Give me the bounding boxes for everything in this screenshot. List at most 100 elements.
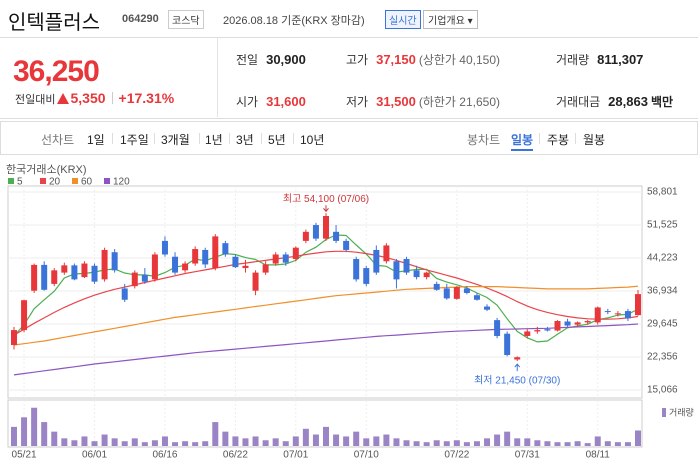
candle-body bbox=[41, 264, 48, 290]
realtime-badge[interactable]: 실시간 bbox=[385, 10, 421, 29]
volume-bar bbox=[323, 426, 329, 446]
volume-bar bbox=[494, 434, 501, 446]
candle-body bbox=[161, 240, 168, 255]
candle-body bbox=[484, 306, 491, 310]
x-tick-label: 06/16 bbox=[152, 450, 177, 461]
y-tick-label: 15,066 bbox=[647, 385, 678, 396]
volume-bar bbox=[554, 442, 561, 446]
volume-bar bbox=[363, 438, 370, 446]
candle-body bbox=[594, 307, 601, 323]
candle-body bbox=[272, 254, 279, 264]
candle-body bbox=[514, 357, 521, 360]
candle-body bbox=[635, 294, 641, 316]
stat: 저가 31,500 (하한가 21,650) bbox=[346, 93, 500, 110]
candle-body bbox=[131, 272, 138, 287]
candle-body bbox=[564, 321, 571, 326]
stat-label: 전일 bbox=[236, 53, 259, 67]
volume-bar bbox=[161, 436, 168, 446]
volume-bar bbox=[484, 438, 491, 446]
candle-body bbox=[182, 263, 189, 271]
candle-body bbox=[373, 249, 380, 273]
candle-body bbox=[383, 245, 390, 262]
divider bbox=[217, 38, 218, 117]
tab[interactable]: 월봉 bbox=[583, 133, 606, 147]
stat-value: 31,500 bbox=[376, 94, 416, 109]
candle-body bbox=[423, 272, 430, 278]
candle-body bbox=[101, 249, 108, 280]
y-tick-label: 51,525 bbox=[647, 220, 678, 231]
tab[interactable]: 1일 bbox=[87, 133, 105, 147]
stat: 고가 37,150 (상한가 40,150) bbox=[346, 51, 500, 68]
volume-bar bbox=[202, 441, 209, 446]
volume-bar bbox=[383, 434, 390, 446]
tab[interactable]: 10년 bbox=[300, 133, 325, 147]
high-arrow bbox=[323, 205, 329, 213]
company-info-button[interactable]: 기업개요 ▾ bbox=[423, 10, 478, 29]
moving-average-line bbox=[13, 250, 639, 336]
candle-body bbox=[81, 263, 88, 278]
stat: 거래대금 28,863 백만 bbox=[556, 93, 673, 110]
volume-bar bbox=[192, 442, 199, 446]
candle-body bbox=[222, 243, 229, 255]
price-box bbox=[0, 37, 698, 119]
tab[interactable]: 3년 bbox=[236, 133, 254, 147]
candle-body bbox=[393, 261, 400, 280]
volume-bar bbox=[333, 434, 340, 446]
stat-value: 28,863 bbox=[608, 94, 648, 109]
tab-group-label[interactable]: 선차트 bbox=[41, 133, 75, 147]
candle-body bbox=[614, 313, 621, 315]
stat-value: 811,307 bbox=[597, 52, 644, 67]
candle-body bbox=[151, 254, 158, 280]
change-amount: 5,350 bbox=[70, 90, 106, 106]
volume-bar bbox=[302, 428, 309, 446]
up-arrow bbox=[57, 93, 70, 104]
candle-body bbox=[333, 231, 340, 241]
candle-body bbox=[574, 322, 581, 325]
stat-value: 30,900 bbox=[266, 52, 306, 67]
tab[interactable]: 3개월 bbox=[161, 133, 190, 147]
candle-body bbox=[504, 333, 511, 355]
volume-bar bbox=[564, 442, 571, 446]
volume-bar bbox=[182, 441, 189, 446]
candle-body bbox=[584, 321, 591, 323]
candle-body bbox=[473, 295, 480, 300]
stat-value: 37,150 bbox=[376, 52, 416, 67]
volume-bar bbox=[272, 438, 279, 446]
tab[interactable]: 5년 bbox=[268, 133, 286, 147]
volume-bar bbox=[282, 441, 289, 446]
tab[interactable]: 주봉 bbox=[547, 133, 570, 147]
volume-bar bbox=[433, 440, 440, 446]
x-tick-label: 07/22 bbox=[444, 450, 469, 461]
tab[interactable]: 1년 bbox=[205, 133, 223, 147]
y-tick-label: 58,801 bbox=[647, 187, 678, 198]
volume-bar bbox=[232, 436, 239, 446]
volume-bar bbox=[151, 440, 158, 446]
candle-body bbox=[21, 300, 28, 331]
candle-body bbox=[172, 256, 179, 273]
change-label: 전일대비 bbox=[15, 94, 56, 106]
tab-group-label[interactable]: 봉차트 bbox=[467, 133, 501, 147]
price-change: 전일대비 5,350 +17.31% bbox=[15, 90, 174, 107]
tab[interactable]: 1주일 bbox=[120, 133, 149, 147]
tab-selected[interactable]: 일봉 bbox=[511, 131, 534, 151]
legend-swatch bbox=[72, 178, 78, 184]
x-tick-label: 08/11 bbox=[586, 450, 611, 461]
candle-body bbox=[11, 330, 17, 346]
candle-body bbox=[91, 265, 98, 282]
legend-label: 5 bbox=[17, 177, 23, 188]
change-percent: +17.31% bbox=[118, 90, 175, 106]
volume-bar bbox=[453, 440, 460, 446]
candle-body bbox=[453, 287, 460, 299]
market-badge: 코스닥 bbox=[168, 10, 204, 29]
candle-body bbox=[141, 274, 148, 282]
volume-bar bbox=[635, 430, 641, 446]
y-tick-label: 36,934 bbox=[647, 286, 678, 297]
current-price: 36,250 bbox=[13, 55, 100, 88]
volume-bar bbox=[514, 438, 521, 446]
stock-name: 인텍플러스 bbox=[8, 12, 100, 34]
candle-body bbox=[363, 268, 370, 284]
volume-bar bbox=[463, 442, 470, 446]
legend-label: 60 bbox=[81, 177, 93, 188]
volume-bar bbox=[252, 436, 259, 446]
